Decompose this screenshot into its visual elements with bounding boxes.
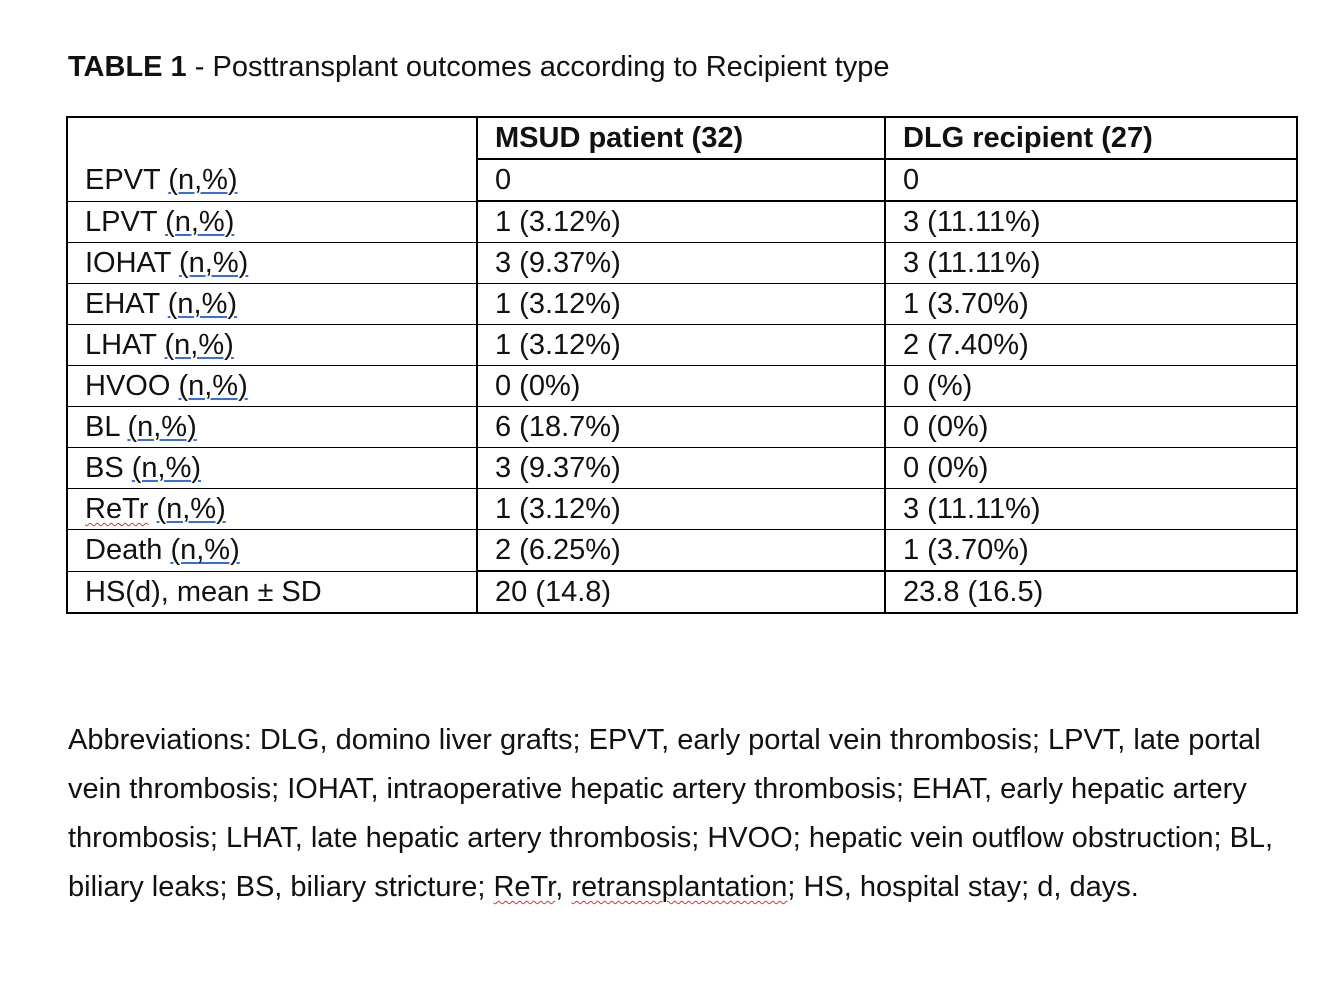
row-label: HS(d), mean ± SD: [66, 571, 478, 614]
cell-msud-patient: 1 (3.12%): [476, 283, 886, 325]
table-row: LPVT (n,%) 1 (3.12%) 3 (11.11%): [66, 200, 1298, 243]
row-label-name: BS: [85, 452, 124, 484]
cell-dlg-recipient: 23.8 (16.5): [884, 570, 1298, 614]
row-label: BS (n,%): [66, 447, 478, 489]
row-label-name: HS(d), mean ± SD: [85, 575, 322, 608]
row-label-suffix: (n,%): [178, 370, 248, 402]
abbreviations-note: Abbreviations: DLG, domino liver grafts;…: [68, 716, 1294, 912]
table-row: LHAT (n,%) 1 (3.12%) 2 (7.40%): [66, 324, 1298, 366]
row-label: Death (n,%): [66, 529, 478, 572]
cell-msud-patient: 0: [476, 158, 886, 202]
row-label-suffix: (n,%): [165, 205, 235, 238]
table-row: ReTr (n,%) 1 (3.12%) 3 (11.11%): [66, 488, 1298, 530]
cell-msud-patient: 6 (18.7%): [476, 406, 886, 448]
cell-msud-patient: 1 (3.12%): [476, 200, 886, 243]
abbreviation-retr: ReTr: [493, 871, 556, 903]
row-label-name: HVOO: [85, 370, 171, 402]
row-label-suffix: (n,%): [131, 452, 202, 484]
abbreviations-text: Abbreviations: DLG, domino liver grafts;…: [68, 724, 1274, 903]
row-label-name: BL: [85, 411, 120, 443]
row-label: EPVT (n,%): [66, 159, 478, 201]
cell-dlg-recipient: 0 (0%): [884, 406, 1298, 448]
row-label-name: LHAT: [85, 329, 157, 361]
cell-dlg-recipient: 3 (11.11%): [884, 200, 1298, 243]
row-label-suffix: (n,%): [170, 534, 240, 567]
table-row: IOHAT (n,%) 3 (9.37%) 3 (11.11%): [66, 242, 1298, 284]
table-row: HVOO (n,%) 0 (0%) 0 (%): [66, 365, 1298, 407]
row-label-suffix: (n,%): [179, 247, 249, 279]
cell-dlg-recipient: 0: [884, 158, 1298, 202]
row-label-name: LPVT: [85, 205, 158, 238]
table-row: BL (n,%) 6 (18.7%) 0 (0%): [66, 406, 1298, 448]
cell-dlg-recipient: 1 (3.70%): [884, 529, 1298, 572]
table-row: BS (n,%) 3 (9.37%) 0 (0%): [66, 447, 1298, 489]
row-label-suffix: (n,%): [168, 163, 238, 196]
row-label: LHAT (n,%): [66, 324, 478, 366]
row-label-suffix: (n,%): [127, 411, 197, 443]
row-label: LPVT (n,%): [66, 200, 478, 243]
cell-msud-patient: 2 (6.25%): [476, 529, 886, 572]
abbreviations-comma: ,: [555, 871, 572, 903]
row-label-suffix: (n,%): [156, 493, 226, 525]
header-dlg-recipient: DLG recipient (27): [884, 116, 1298, 160]
row-label: ReTr (n,%): [66, 488, 478, 530]
abbreviations-text-end: ; HS, hospital stay; d, days.: [787, 871, 1139, 903]
cell-msud-patient: 3 (9.37%): [476, 242, 886, 284]
cell-msud-patient: 3 (9.37%): [476, 447, 886, 489]
cell-dlg-recipient: 3 (11.11%): [884, 242, 1298, 284]
cell-msud-patient: 20 (14.8): [476, 570, 886, 614]
row-label-name: IOHAT: [85, 247, 171, 279]
cell-msud-patient: 1 (3.12%): [476, 488, 886, 530]
header-blank: [66, 116, 478, 159]
cell-msud-patient: 0 (0%): [476, 365, 886, 407]
header-msud-patient: MSUD patient (32): [476, 116, 886, 160]
table-row: EHAT (n,%) 1 (3.12%) 1 (3.70%): [66, 283, 1298, 325]
outcomes-table: MSUD patient (32) DLG recipient (27) EPV…: [66, 116, 1298, 614]
row-label: BL (n,%): [66, 406, 478, 448]
abbreviation-retransplantation: retransplantation: [571, 871, 788, 903]
row-label-name: EHAT: [85, 288, 160, 320]
row-label: HVOO (n,%): [66, 365, 478, 407]
cell-dlg-recipient: 0 (%): [884, 365, 1298, 407]
row-label-name: Death: [85, 534, 163, 567]
cell-msud-patient: 1 (3.12%): [476, 324, 886, 366]
table-caption: TABLE 1 - Posttransplant outcomes accord…: [68, 48, 890, 86]
table-label: TABLE 1: [68, 51, 187, 83]
row-label-suffix: (n,%): [167, 288, 238, 320]
row-label-name: EPVT: [85, 163, 161, 196]
table-row: EPVT (n,%) 0 0: [66, 158, 1298, 202]
row-label: EHAT (n,%): [66, 283, 478, 325]
table-title: - Posttransplant outcomes according to R…: [186, 51, 890, 83]
row-label: IOHAT (n,%): [66, 242, 478, 284]
cell-dlg-recipient: 0 (0%): [884, 447, 1298, 489]
row-label-name: ReTr: [85, 493, 149, 525]
row-label-suffix: (n,%): [164, 329, 234, 361]
cell-dlg-recipient: 2 (7.40%): [884, 324, 1298, 366]
table-row: HS(d), mean ± SD 20 (14.8) 23.8 (16.5): [66, 570, 1298, 614]
cell-dlg-recipient: 3 (11.11%): [884, 488, 1298, 530]
table-row: Death (n,%) 2 (6.25%) 1 (3.70%): [66, 529, 1298, 572]
cell-dlg-recipient: 1 (3.70%): [884, 283, 1298, 325]
table-header-row: MSUD patient (32) DLG recipient (27): [66, 116, 1298, 160]
